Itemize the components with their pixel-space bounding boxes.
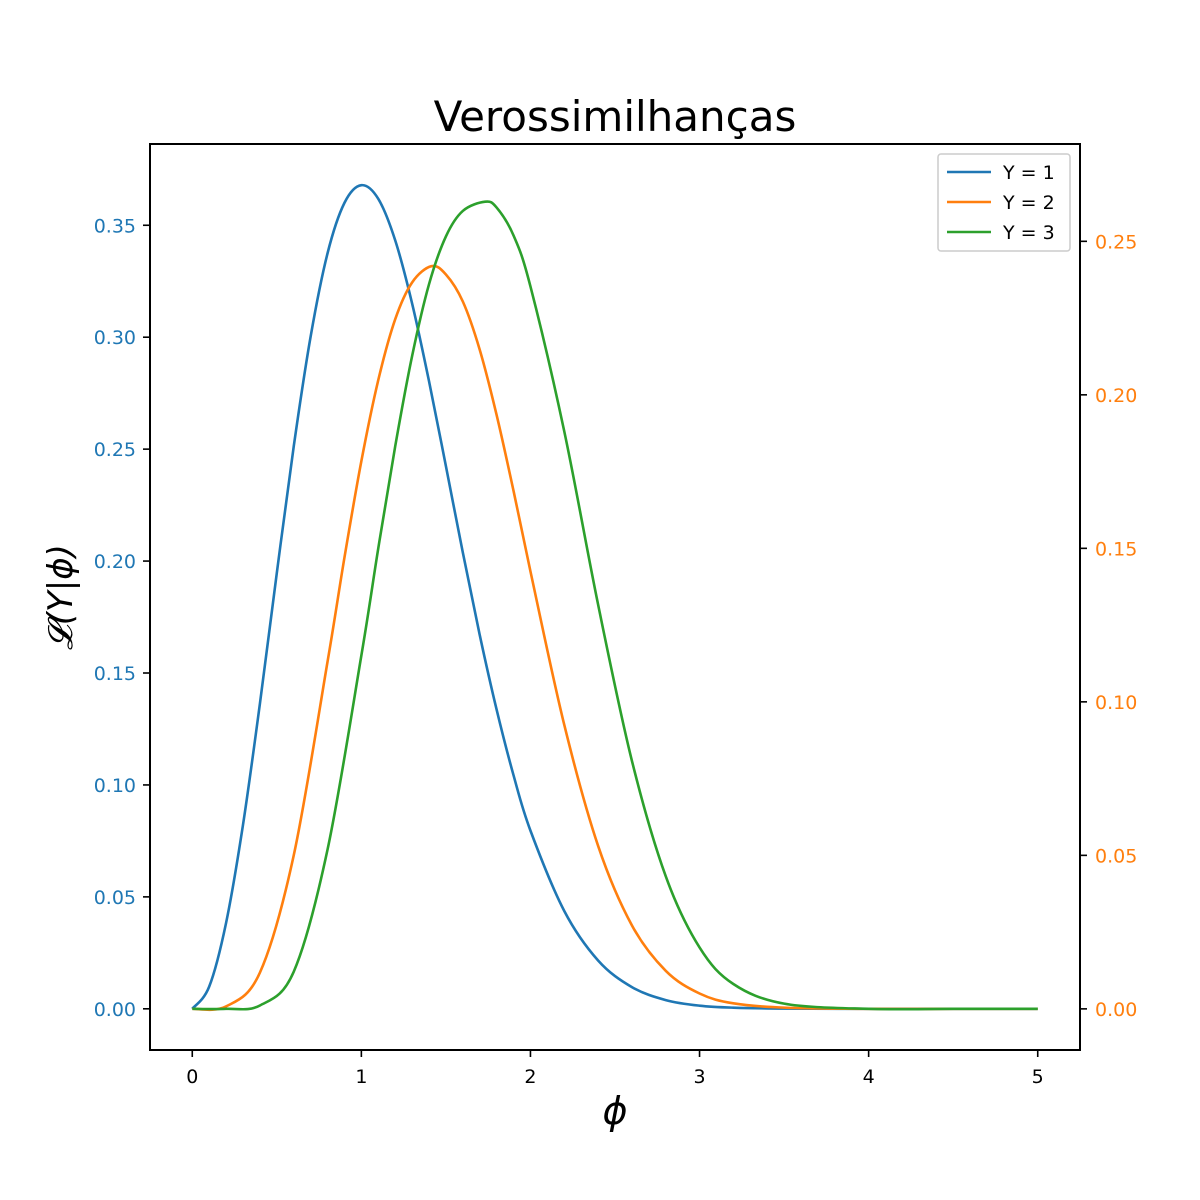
series-line-3 [192,200,1038,1011]
x-tick-label: 3 [693,1066,705,1088]
legend-box [937,153,1071,252]
axes-frame [149,143,1081,1051]
y-left-tick-label: 0.05 [94,887,136,909]
y-right-tick-label: 0.20 [1095,385,1137,407]
legend-label-1: Y = 1 [1002,162,1055,184]
series-line-2 [192,264,1038,1012]
y-left-tick-label: 0.20 [94,551,136,573]
x-tick-label: 5 [1032,1066,1044,1088]
y-left-tick-label: 0.30 [94,327,136,349]
y-right-tick-label: 0.05 [1095,845,1137,867]
plot-area [191,183,1038,1012]
legend-label-2: Y = 2 [1002,192,1055,214]
legend-label-3: Y = 3 [1002,222,1055,244]
y-right-tick-label: 0.25 [1095,231,1137,253]
chart-title: Verossimilhanças [434,92,797,141]
y-right-tick-label: 0.00 [1095,999,1137,1021]
y-left-tick-label: 0.35 [94,215,136,237]
y-axis-right: 0.00 0.05 0.10 0.15 0.20 0.25 [1080,231,1137,1021]
y-right-tick-label: 0.10 [1095,692,1137,714]
series-line-1 [191,183,1038,1011]
y-right-tick-label: 0.15 [1095,538,1137,560]
y-axis-left: 0.00 0.05 0.10 0.15 0.20 0.25 0.30 0.35 [94,215,150,1021]
y-axis-label: 𝓛(Y|ϕ) [41,544,81,650]
y-left-tick-label: 0.10 [94,775,136,797]
y-left-tick-label: 0.15 [94,663,136,685]
x-axis-label: ϕ [602,1089,627,1133]
x-tick-label: 0 [186,1066,198,1088]
x-tick-label: 2 [524,1066,536,1088]
y-left-tick-label: 0.00 [94,999,136,1021]
x-tick-label: 4 [863,1066,875,1088]
x-tick-label: 1 [355,1066,367,1088]
x-axis: 0 1 2 3 4 5 [186,1050,1044,1088]
y-left-tick-label: 0.25 [94,439,136,461]
legend: Y = 1 Y = 2 Y = 3 [937,153,1071,252]
